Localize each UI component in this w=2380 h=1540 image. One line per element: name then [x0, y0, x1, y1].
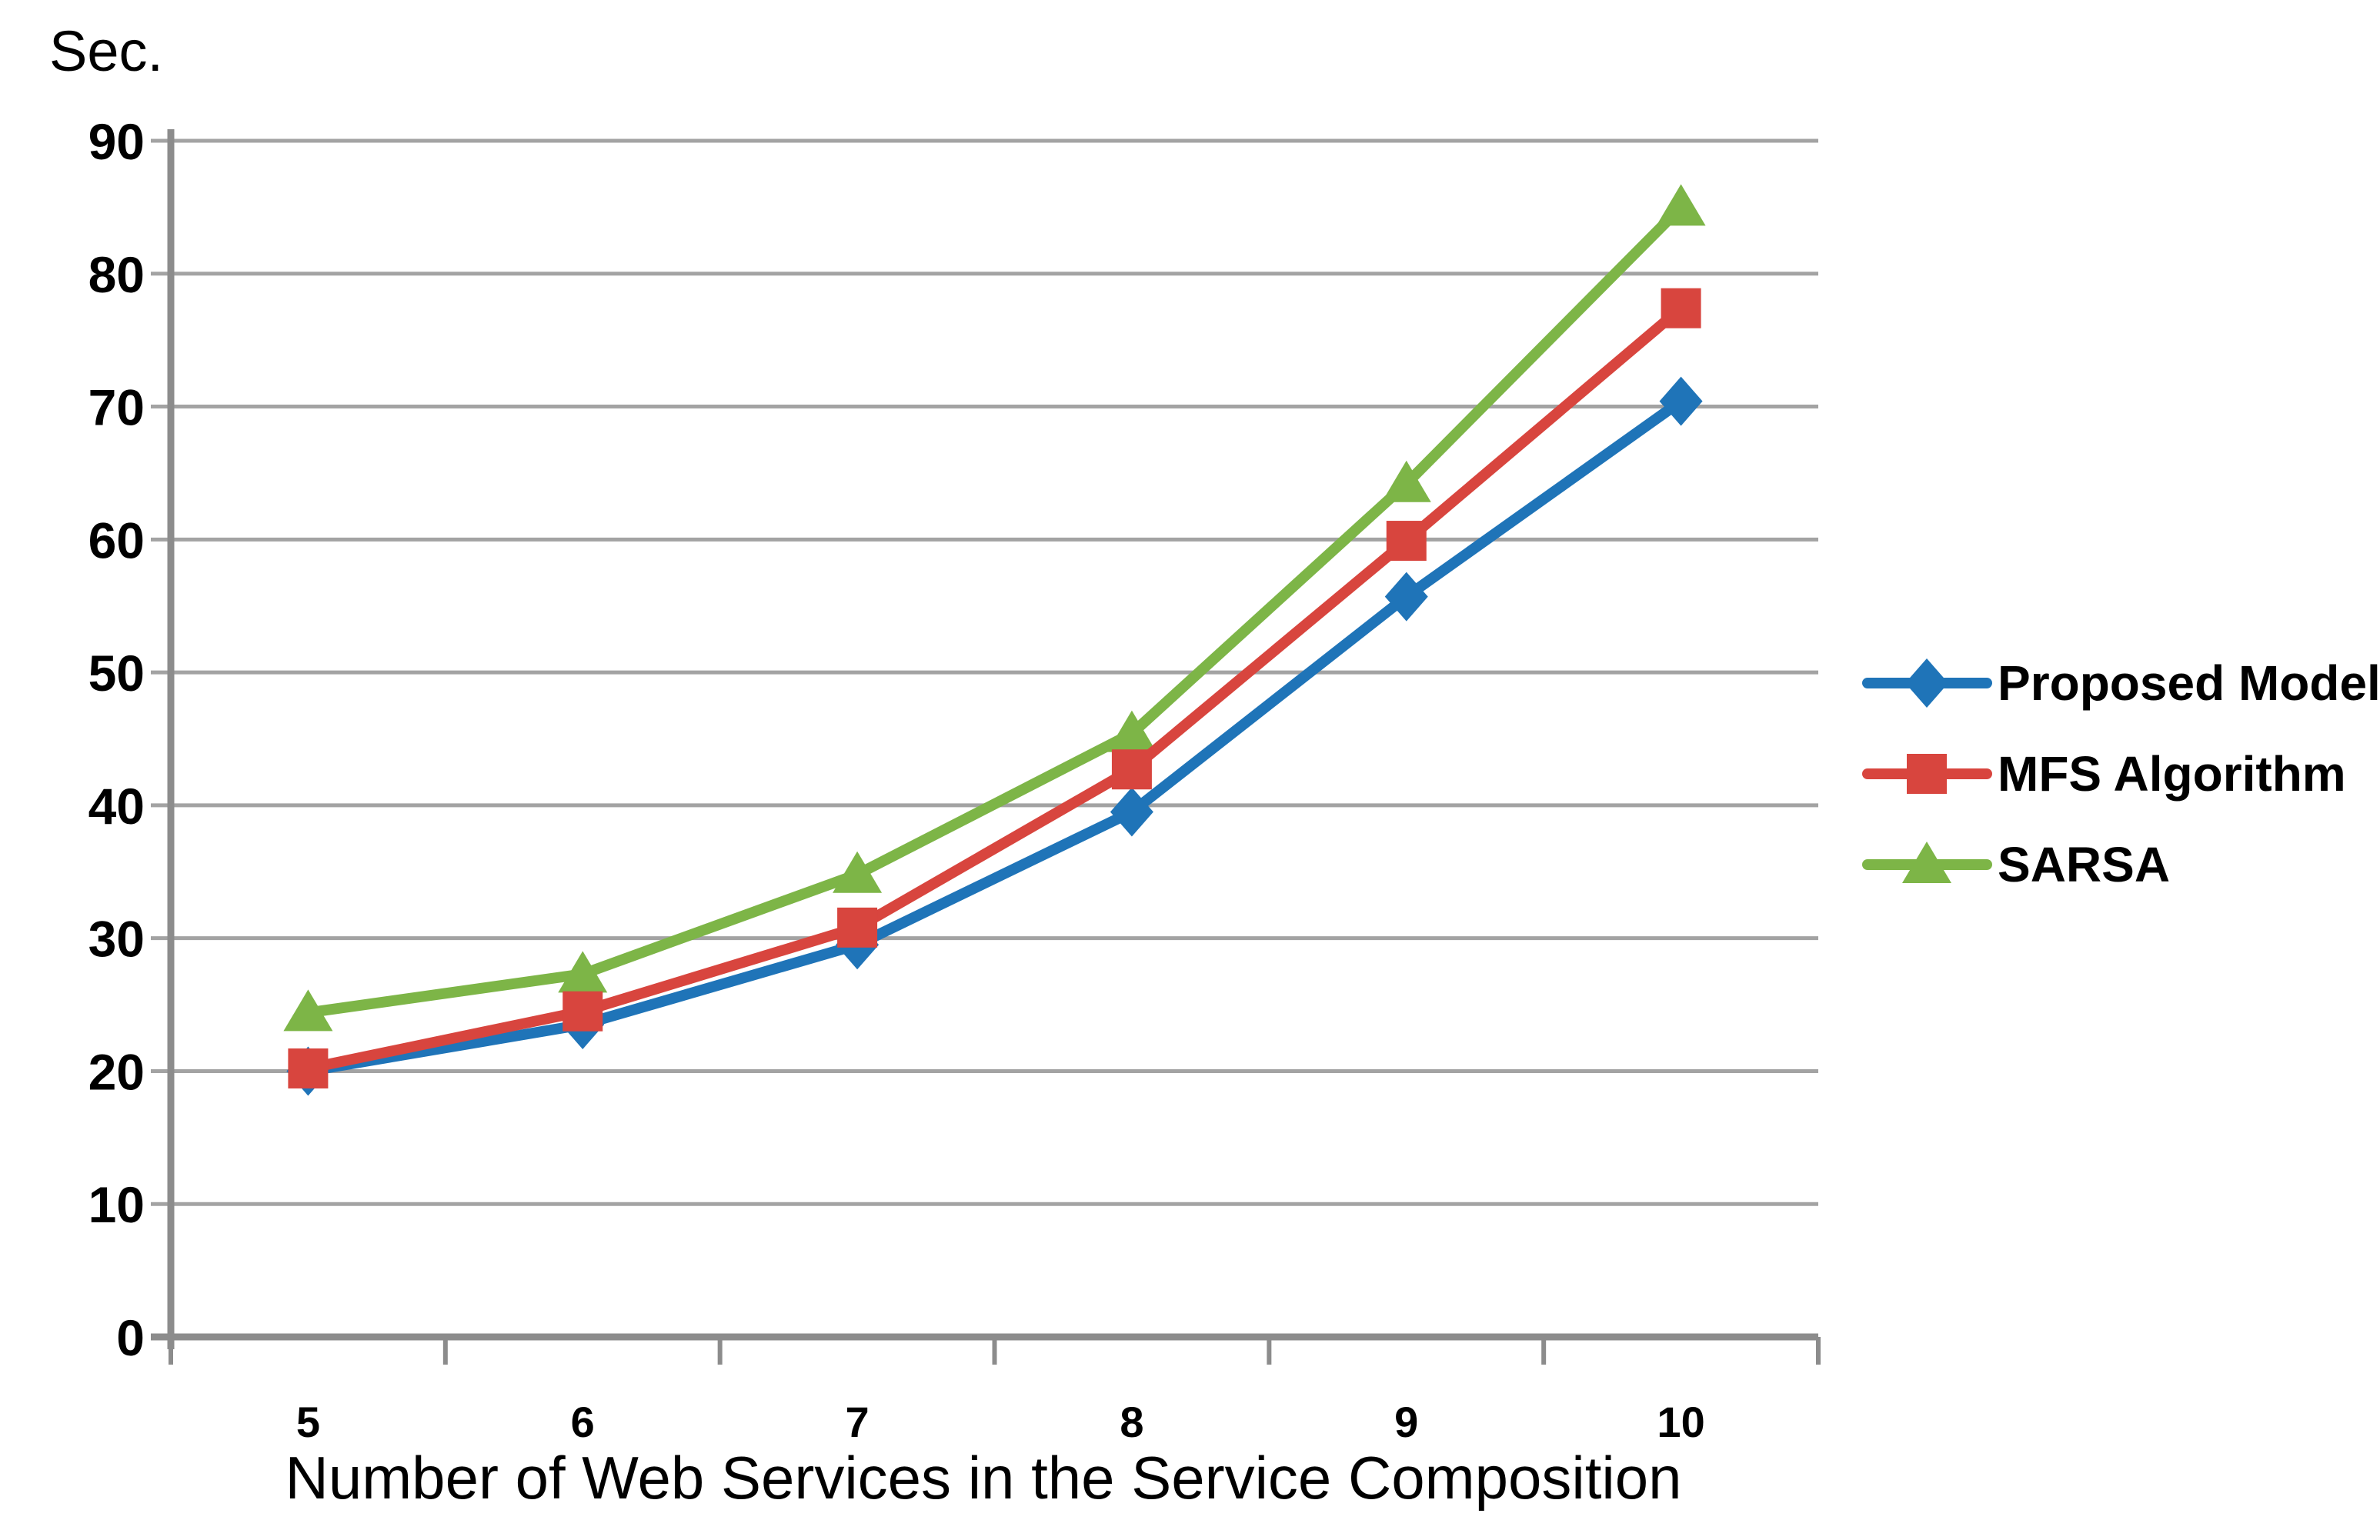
x-tick-label-9: 9: [1394, 1398, 1418, 1446]
series-mfs-algorithm: [288, 288, 1701, 1088]
y-tick-label-30: 30: [88, 911, 145, 968]
y-tick-label-20: 20: [88, 1043, 145, 1100]
series-marker-sarsa-5: [283, 989, 333, 1032]
legend: Proposed Model MFS Algorithm SARSA: [1862, 655, 2380, 892]
legend-label-mfs-algorithm: MFS Algorithm: [1998, 746, 2346, 802]
legend-item-proposed-model: Proposed Model: [1862, 655, 2380, 711]
series-marker-sarsa-10: [1656, 184, 1706, 226]
x-tick-label-5: 5: [296, 1398, 320, 1446]
series-marker-mfs-algorithm-5: [288, 1048, 329, 1088]
legend-label-proposed-model: Proposed Model: [1998, 655, 2380, 711]
legend-item-sarsa: SARSA: [1862, 837, 2170, 892]
series-marker-mfs-algorithm-6: [562, 991, 603, 1032]
series-marker-sarsa-9: [1381, 460, 1431, 502]
x-axis-title: Number of Web Services in the Service Co…: [285, 1444, 1682, 1512]
legend-diamond-icon: [1905, 658, 1948, 708]
y-tick-label-60: 60: [88, 512, 145, 568]
series-marker-sarsa-6: [558, 951, 608, 993]
series-marker-proposed-model-10: [1659, 376, 1703, 426]
series-line-mfs-algorithm: [302, 302, 1687, 1074]
series-marker-mfs-algorithm-10: [1661, 288, 1701, 328]
y-tick-label-10: 10: [88, 1176, 145, 1233]
y-tick-label-40: 40: [88, 778, 145, 835]
legend-item-mfs-algorithm: MFS Algorithm: [1862, 746, 2346, 802]
legend-label-sarsa: SARSA: [1998, 837, 2170, 892]
series-marker-mfs-algorithm-9: [1386, 521, 1427, 562]
y-tick-label-0: 0: [116, 1309, 145, 1366]
y-tick-label-90: 90: [88, 113, 145, 170]
legend-triangle-icon: [1902, 842, 1951, 883]
x-tick-label-8: 8: [1120, 1398, 1143, 1446]
y-tick-label-80: 80: [88, 246, 145, 303]
series-line-proposed-model: [302, 395, 1687, 1077]
series-marker-proposed-model-9: [1384, 572, 1428, 622]
series-marker-proposed-model-8: [1110, 787, 1153, 837]
axis-layer: [151, 129, 1821, 1365]
y-tick-label-70: 70: [88, 379, 145, 436]
y-tick-label-50: 50: [88, 645, 145, 702]
x-tick-label-10: 10: [1657, 1398, 1704, 1446]
series-sarsa: [283, 184, 1706, 1032]
series-layer: [283, 184, 1706, 1096]
series-marker-sarsa-8: [1107, 710, 1157, 752]
y-axis-unit-label: Sec.: [49, 19, 163, 83]
legend-square-icon: [1907, 754, 1947, 794]
series-marker-mfs-algorithm-8: [1111, 749, 1152, 790]
label-layer: Sec. Number of Web Services in the Servi…: [49, 19, 1705, 1512]
series-line-sarsa: [302, 202, 1687, 1018]
series-marker-mfs-algorithm-7: [837, 907, 878, 948]
series-marker-sarsa-7: [833, 851, 883, 893]
x-tick-label-7: 7: [846, 1398, 870, 1446]
x-tick-label-6: 6: [571, 1398, 595, 1446]
